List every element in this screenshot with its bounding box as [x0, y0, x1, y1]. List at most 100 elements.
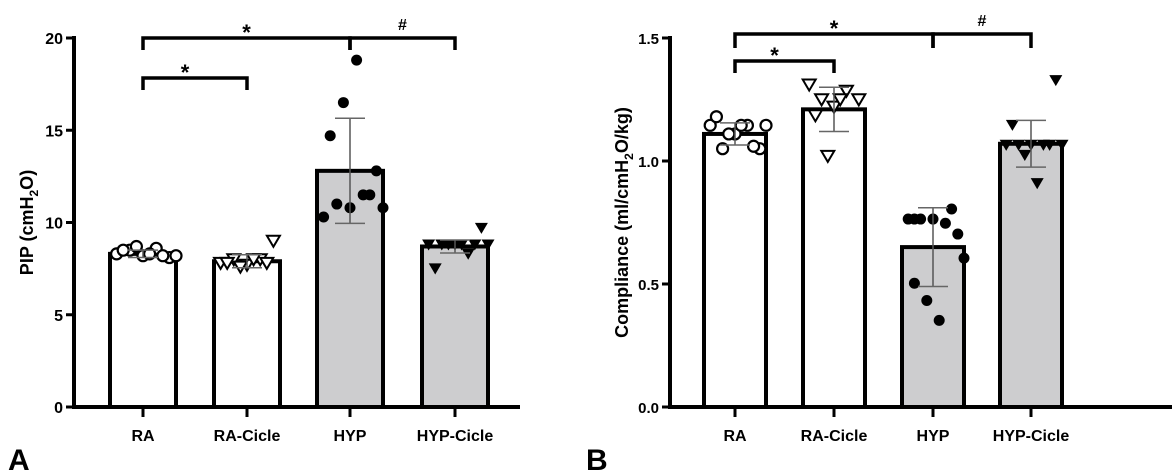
- data-point: [265, 234, 282, 249]
- data-point: [952, 228, 964, 240]
- data-point: [1012, 139, 1026, 151]
- data-point: [703, 118, 717, 132]
- significance-bracket: [931, 32, 1033, 48]
- y-tick-label: 1.0: [638, 154, 659, 171]
- bar-ra-cicle: [212, 259, 282, 409]
- x-tick-label: HYP: [334, 428, 367, 445]
- data-point: [999, 139, 1013, 151]
- data-point: [1049, 75, 1063, 87]
- data-point: [455, 239, 469, 251]
- data-point: [939, 217, 951, 229]
- data-point: [831, 93, 849, 108]
- significance-bracket: [348, 36, 457, 50]
- y-axis-label-main: Compliance (ml/cmH: [612, 160, 632, 338]
- data-point: [441, 239, 455, 251]
- y-tick-label: 20: [45, 31, 63, 48]
- data-point: [946, 203, 958, 215]
- data-point: [422, 239, 436, 251]
- data-point: [331, 198, 343, 210]
- data-point: [337, 97, 349, 109]
- data-point: [116, 243, 130, 257]
- bar-hyp-cicle: [998, 141, 1064, 409]
- y-axis-label-subscript: 2: [622, 153, 636, 160]
- x-tick-label: HYP: [917, 428, 950, 445]
- data-point: [156, 249, 170, 263]
- significance-bracket: [733, 59, 836, 73]
- data-point: [474, 222, 488, 234]
- panel-label: B: [586, 444, 608, 474]
- x-tick-label: RA: [723, 428, 747, 445]
- y-axis-label: Compliance (ml/cmH2O/kg): [612, 107, 636, 338]
- bar-hyp-cicle: [420, 244, 490, 409]
- y-tick-label: 1.5: [638, 31, 659, 48]
- data-point: [813, 93, 830, 108]
- data-point: [218, 256, 236, 271]
- panel-a-pip-chart: 0 5 10 15 20 PIP (cmH2O) RA RA-Cicle HYP HYP-Cicl…: [8, 17, 520, 474]
- data-point: [908, 213, 920, 225]
- panel-b-compliance-chart: 0.0 0.5 1.0 1.5 Compliance (ml/cmH2O/kg) RA RA…: [586, 13, 1172, 474]
- data-point: [819, 149, 837, 164]
- data-point: [921, 294, 933, 306]
- panel-label: A: [8, 444, 30, 474]
- x-tick-label: RA-Cicle: [801, 428, 868, 445]
- data-point: [318, 211, 330, 223]
- x-tick-label: HYP-Cicle: [417, 428, 494, 445]
- data-point: [800, 78, 818, 93]
- y-axis-label-subscript: 2: [27, 189, 41, 196]
- bar-ra: [702, 131, 768, 409]
- data-point: [481, 239, 495, 251]
- significance-label: *: [830, 16, 839, 41]
- y-tick-label: 10: [45, 216, 63, 233]
- data-point: [428, 263, 442, 275]
- data-point: [908, 277, 920, 289]
- data-point: [258, 256, 276, 271]
- data-point: [377, 202, 389, 214]
- data-point: [850, 93, 868, 108]
- data-point: [722, 127, 736, 141]
- y-axis-label-end: O): [17, 170, 37, 190]
- significance-label: #: [398, 17, 407, 34]
- data-point: [1018, 149, 1032, 161]
- significance-label: *: [181, 60, 190, 85]
- data-point: [933, 314, 945, 326]
- data-point: [715, 142, 730, 156]
- x-tick-label: RA-Cicle: [214, 428, 281, 445]
- data-point: [468, 239, 482, 251]
- data-point: [709, 110, 724, 124]
- significance-label: #: [978, 13, 987, 30]
- x-tick-label: HYP-Cicle: [993, 428, 1070, 445]
- data-point: [364, 189, 376, 201]
- data-point: [169, 249, 183, 263]
- data-point: [143, 247, 157, 261]
- data-point: [461, 248, 475, 260]
- data-point: [1005, 119, 1019, 131]
- bar-ra: [108, 251, 178, 409]
- significance-label: *: [770, 43, 779, 68]
- data-point: [958, 252, 970, 264]
- y-tick-label: 0.5: [638, 277, 659, 294]
- x-tick-label: RA: [131, 428, 155, 445]
- data-point: [759, 118, 773, 132]
- data-point: [351, 54, 363, 66]
- data-point: [324, 130, 336, 142]
- bar-ra-cicle: [801, 107, 867, 409]
- y-axis-label-main: PIP (cmH: [17, 196, 37, 275]
- y-tick-label: 15: [45, 123, 63, 140]
- data-point: [1043, 139, 1057, 151]
- significance-label: *: [242, 20, 251, 45]
- y-tick-label: 0: [54, 400, 63, 417]
- y-axis-label-end: O/kg): [612, 107, 632, 153]
- data-point: [129, 239, 143, 254]
- data-point: [807, 109, 824, 124]
- y-tick-label: 0.0: [638, 400, 659, 417]
- y-axis-label: PIP (cmH2O): [17, 170, 41, 275]
- data-point: [734, 118, 748, 132]
- data-point: [838, 84, 855, 99]
- significance-bracket: [141, 76, 249, 90]
- data-point: [746, 139, 761, 153]
- data-point: [370, 165, 382, 177]
- y-tick-label: 5: [54, 308, 63, 325]
- data-point: [1055, 139, 1069, 151]
- data-point: [1030, 178, 1044, 190]
